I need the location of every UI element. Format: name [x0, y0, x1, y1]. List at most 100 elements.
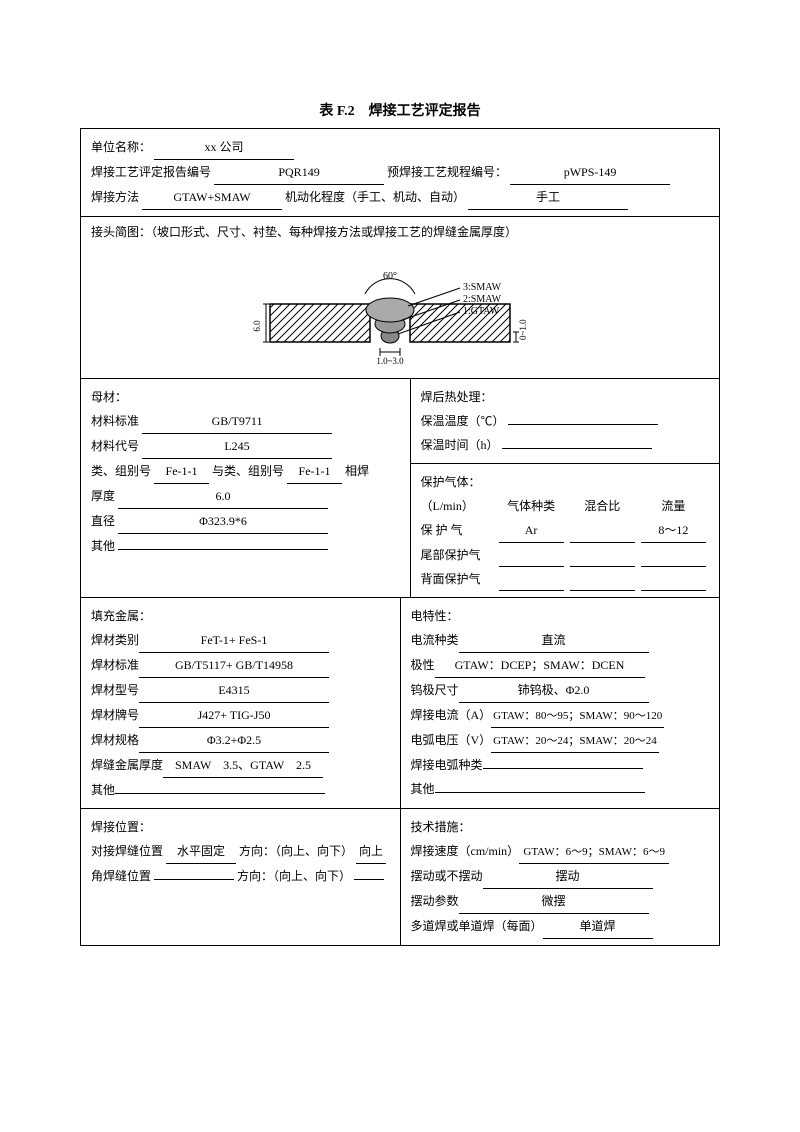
filler-other-value — [115, 793, 325, 794]
arc-value — [483, 768, 643, 769]
diameter-value: Φ323.9*6 — [118, 509, 328, 534]
method-value: GTAW+SMAW — [142, 185, 282, 210]
voltage-label: 电弧电压（V） — [411, 733, 492, 747]
org-label: 单位名称： — [91, 140, 151, 154]
std-label: 材料标准 — [91, 414, 139, 428]
filler-elec-row: 填充金属： 焊材类别FeT-1+ FeS-1 焊材标准GB/T5117+ GB/… — [81, 598, 719, 809]
diameter-label: 直径 — [91, 514, 115, 528]
form-table: 单位名称： xx 公司 焊接工艺评定报告编号 PQR149 预焊接工艺规程编号：… — [80, 128, 720, 946]
gas-col-type: 气体种类 — [496, 494, 567, 518]
elec-other-label: 其他 — [411, 782, 435, 796]
speed-label: 焊接速度（cm/min） — [411, 844, 520, 858]
filler-std-label: 焊材标准 — [91, 658, 139, 672]
electrical-section: 电特性： 电流种类直流 极性GTAW：DCEP；SMAW：DCEN 钨极尺寸铈钨… — [401, 598, 720, 808]
filler-deposit-value: SMAW 3.5、GTAW 2.5 — [163, 753, 323, 778]
fillet-dir-value — [354, 879, 384, 880]
layer1-text: 1:GTAW — [463, 306, 500, 317]
weave-param-value: 微摆 — [459, 889, 649, 914]
filler-model-value: E4315 — [139, 678, 329, 703]
filler-heading: 填充金属： — [91, 604, 390, 628]
method-label: 焊接方法 — [91, 190, 139, 204]
pass-value: 单道焊 — [543, 914, 653, 939]
std-value: GB/T9711 — [142, 409, 332, 434]
diagram-caption: 接头简图：（坡口形式、尺寸、衬垫、每种焊接方法或焊接工艺的焊缝金属厚度） — [91, 223, 709, 240]
gas-col-flow: 流量 — [638, 494, 709, 518]
base-other-value — [118, 549, 328, 550]
weave-param-label: 摆动参数 — [411, 894, 459, 908]
arc-label: 焊接电弧种类 — [411, 758, 483, 772]
shield-flow: 8～12 — [641, 518, 706, 543]
pass-label: 多道焊或单道焊（每面） — [411, 919, 543, 933]
trail-flow — [641, 543, 706, 567]
elec-other-value — [435, 792, 645, 793]
filler-section: 填充金属： 焊材类别FeT-1+ FeS-1 焊材标准GB/T5117+ GB/… — [81, 598, 401, 808]
filler-class-value: FeT-1+ FeS-1 — [139, 628, 329, 653]
pos-heading: 焊接位置： — [91, 815, 390, 839]
group-value2: Fe-1-1 — [287, 459, 342, 484]
shield-label: 保 护 气 — [421, 518, 496, 543]
angle-text: 60° — [383, 271, 397, 282]
butt-label: 对接焊缝位置 — [91, 844, 163, 858]
base-other-label: 其他 — [91, 539, 115, 553]
fillet-value — [154, 879, 234, 880]
shield-mix — [570, 518, 635, 543]
butt-dir-label: 方向：（向上、向下） — [239, 844, 353, 858]
weave-label: 摆动或不摆动 — [411, 869, 483, 883]
current-type-value: 直流 — [459, 628, 649, 653]
svg-text:1.0~3.0: 1.0~3.0 — [376, 356, 404, 366]
gas-heading: 保护气体： — [421, 470, 710, 494]
tungsten-value: 铈钨极、Φ2.0 — [459, 678, 649, 703]
trail-mix — [570, 543, 635, 567]
butt-value: 水平固定 — [166, 839, 236, 864]
filler-deposit-label: 焊缝金属厚度 — [91, 758, 163, 772]
code-value: L245 — [142, 434, 332, 459]
pwht-heading: 焊后热处理： — [421, 385, 710, 409]
filler-std-value: GB/T5117+ GB/T14958 — [139, 653, 329, 678]
layer3-text: 3:SMAW — [463, 282, 502, 293]
polarity-label: 极性 — [411, 658, 435, 672]
temp-value — [508, 424, 658, 425]
pwps-label: 预焊接工艺规程编号： — [387, 165, 507, 179]
polarity-value: GTAW：DCEP；SMAW：DCEN — [435, 653, 645, 678]
time-value — [502, 448, 652, 449]
pqr-label: 焊接工艺评定报告编号 — [91, 165, 211, 179]
pwps-value: pWPS-149 — [510, 160, 670, 185]
thickness-label: 厚度 — [91, 489, 115, 503]
back-mix — [570, 567, 635, 591]
current-label: 焊接电流（A） — [411, 708, 492, 722]
gas-unit: （L/min） — [421, 494, 496, 518]
header-section: 单位名称： xx 公司 焊接工艺评定报告编号 PQR149 预焊接工艺规程编号：… — [81, 129, 719, 217]
group-mid: 与类、组别号 — [212, 464, 284, 478]
weave-value: 摆动 — [483, 864, 653, 889]
butt-dir-value: 向上 — [356, 839, 386, 864]
filler-class-label: 焊材类别 — [91, 633, 139, 647]
tech-heading: 技术措施： — [411, 815, 710, 839]
org-value: xx 公司 — [154, 135, 294, 160]
base-heading: 母材： — [91, 385, 400, 409]
filler-model-label: 焊材型号 — [91, 683, 139, 697]
filler-brand-label: 焊材牌号 — [91, 708, 139, 722]
svg-text:6.0: 6.0 — [252, 320, 262, 332]
thickness-value: 6.0 — [118, 484, 328, 509]
filler-spec-value: Φ3.2+Φ2.5 — [139, 728, 329, 753]
time-label: 保温时间（h） — [421, 438, 499, 452]
group-value1: Fe-1-1 — [154, 459, 209, 484]
trail-label: 尾部保护气 — [421, 543, 496, 567]
gas-col-mix: 混合比 — [567, 494, 638, 518]
current-value: GTAW：80～95；SMAW：90～120 — [491, 705, 664, 728]
filler-brand-value: J427+ TIG-J50 — [139, 703, 329, 728]
layer2-text: 2:SMAW — [463, 294, 502, 305]
fillet-label: 角焊缝位置 — [91, 869, 151, 883]
group-suffix: 相焊 — [345, 464, 369, 478]
mech-label: 机动化程度（手工、机动、自动） — [285, 190, 465, 204]
elec-heading: 电特性： — [411, 604, 710, 628]
page-title: 表 F.2 焊接工艺评定报告 — [80, 100, 720, 120]
back-label: 背面保护气 — [421, 567, 496, 591]
group-label1: 类、组别号 — [91, 464, 151, 478]
temp-label: 保温温度（℃） — [421, 414, 505, 428]
base-metal-section: 母材： 材料标准 GB/T9711 材料代号 L245 类、组别号 Fe-1-1… — [81, 379, 411, 597]
joint-diagram: 60° 3:SMAW 2:SMAW 1:GTAW 6.0 — [91, 244, 709, 374]
back-type — [499, 567, 564, 591]
fillet-dir-label: 方向：（向上、向下） — [237, 869, 351, 883]
pqr-value: PQR149 — [214, 160, 384, 185]
